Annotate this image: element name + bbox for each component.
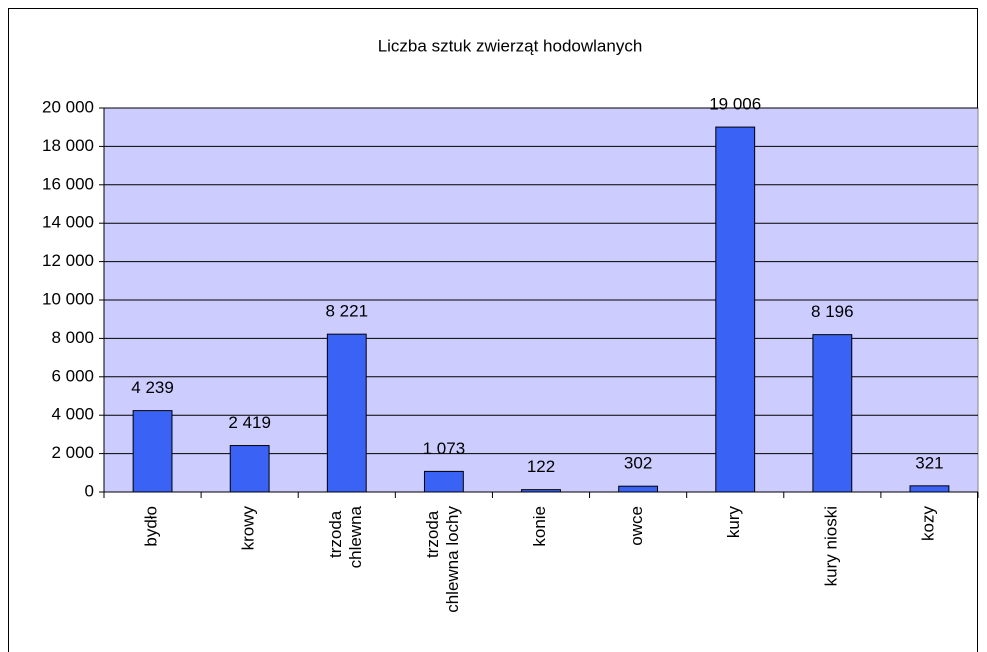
bar [229, 445, 270, 493]
bar [909, 485, 950, 493]
y-tick-label: 2 000 [51, 443, 94, 462]
value-label: 19 006 [709, 95, 761, 114]
y-tick-label: 8 000 [51, 328, 94, 347]
y-tick-label: 0 [85, 481, 94, 500]
x-tick-label: trzoda chlewna [326, 505, 365, 568]
value-label: 122 [527, 457, 555, 476]
y-tick-label: 6 000 [51, 366, 94, 385]
y-tick-label: 20 000 [42, 97, 94, 116]
value-label: 8 196 [811, 302, 854, 321]
bar [715, 126, 756, 493]
bar [521, 489, 561, 493]
x-tick-label: kozy [919, 506, 938, 541]
x-tick-label: bydło [142, 506, 161, 547]
x-tick-label: kury [725, 506, 744, 539]
x-tick-label: konie [530, 506, 549, 547]
x-tick-label: krowy [239, 506, 258, 551]
y-tick-label: 12 000 [42, 251, 94, 270]
bar [326, 333, 367, 493]
y-tick-label: 14 000 [42, 213, 94, 232]
bar [812, 334, 853, 493]
value-label: 321 [915, 453, 943, 472]
y-tick-label: 16 000 [42, 174, 94, 193]
chart-title: Liczba sztuk zwierząt hodowlanych [378, 36, 643, 55]
x-tick-label: trzoda chlewna lochy [423, 506, 462, 613]
y-tick-label: 18 000 [42, 136, 94, 155]
bar [132, 410, 173, 493]
value-label: 8 221 [326, 302, 369, 321]
value-label: 1 073 [423, 439, 466, 458]
bar [423, 470, 464, 493]
value-label: 2 419 [228, 413, 271, 432]
y-tick-label: 4 000 [51, 405, 94, 424]
value-label: 302 [624, 454, 652, 473]
bar [618, 485, 659, 493]
x-tick-label: owce [628, 506, 647, 546]
value-label: 4 239 [131, 378, 174, 397]
x-tick-label: kury nioski [822, 506, 841, 586]
y-tick-label: 10 000 [42, 289, 94, 308]
